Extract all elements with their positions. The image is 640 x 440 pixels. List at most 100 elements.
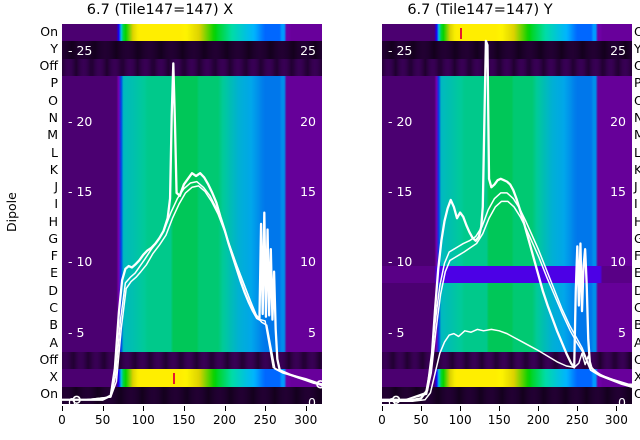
heat-row-j-9: [62, 179, 322, 198]
x-tick-250: [577, 406, 579, 411]
inner-ytick-right-0: 0: [308, 395, 316, 404]
curve-marker-0: [391, 395, 401, 404]
category-label-o-4: O: [634, 92, 640, 108]
x-tick-label-150: 150: [172, 413, 196, 427]
category-label-b-17: B: [634, 317, 640, 333]
category-label-a-18: A: [634, 334, 640, 350]
inner-ytick-right-20: 20: [300, 113, 316, 129]
category-label-on-21: On: [40, 386, 58, 402]
heat-row-m-6: [382, 127, 632, 146]
category-label-g-12: G: [634, 230, 640, 246]
heat-row-gradient: [382, 24, 632, 42]
inner-ytick-right-0: 0: [618, 395, 626, 404]
heat-row-gradient: [62, 248, 322, 267]
inner-ytick-right-10: 10: [300, 254, 316, 270]
category-label-k-8: K: [634, 161, 640, 177]
category-label-p-3: P: [50, 75, 58, 91]
heat-row-gradient: [62, 265, 322, 284]
curve-marker-1: [316, 380, 322, 389]
heat-row-gradient: [62, 334, 322, 353]
heat-row-l-7: [382, 144, 632, 163]
heat-row-a-18: [62, 334, 322, 353]
heat-row-c-16: [382, 300, 632, 319]
panel-x-title: 6.7 (Tile147=147) X: [86, 2, 234, 18]
heat-row-gradient: [62, 317, 322, 336]
heat-row-on-21: [382, 386, 632, 404]
heat-row-x-20: [382, 369, 632, 388]
category-label-l-7: L: [51, 144, 58, 160]
x-tick-50: [102, 406, 104, 411]
x-tick-200: [538, 406, 540, 411]
category-label-h-11: H: [634, 213, 640, 229]
heat-row-gradient: [62, 300, 322, 319]
curve-trace-2: [382, 192, 632, 401]
heat-row-on-0: [382, 24, 632, 42]
heat-row-off-2: [382, 58, 632, 77]
heat-row-gradient: [382, 265, 632, 284]
heat-row-p-3: [382, 75, 632, 94]
inner-ytick-left-10: - 10: [68, 254, 93, 270]
heat-row-off-19: [62, 352, 322, 371]
heat-row-gradient: [62, 162, 322, 181]
category-label-x-20: X: [49, 369, 58, 385]
x-tick-200: [224, 406, 226, 411]
red-marker-tick: [460, 27, 463, 39]
category-label-h-11: H: [48, 213, 58, 229]
curve-trace-3: [382, 200, 632, 401]
panel-y-title: 6.7 (Tile147=147) Y: [407, 2, 553, 18]
category-label-on-0: On: [40, 23, 58, 39]
inner-ytick-left-15: - 15: [388, 183, 413, 199]
category-label-off-2: Off: [634, 58, 640, 74]
category-label-f-13: F: [634, 248, 640, 264]
heat-row-gradient: [382, 334, 632, 353]
inner-ytick-left-15: - 15: [68, 183, 93, 199]
heat-row-gradient: [62, 352, 322, 371]
heat-row-gradient: [382, 162, 632, 181]
category-label-n-5: N: [48, 110, 58, 125]
heat-row-n-5: [382, 110, 632, 129]
category-label-c-16: C: [634, 300, 640, 315]
inner-ytick-right-10: 10: [610, 254, 626, 270]
inner-ytick-left-5: - 5: [388, 324, 405, 340]
inner-ytick-left-10: - 10: [388, 254, 413, 270]
category-label-e-14: E **: [634, 265, 640, 281]
heat-row-g-12: [62, 231, 322, 250]
heat-row-p-3: [62, 75, 322, 94]
heat-row-h-11: [62, 214, 322, 232]
inner-ytick-right-5: 5: [618, 324, 626, 340]
heat-row-o-4: [382, 93, 632, 111]
inner-ytick-left-0: 0: [388, 395, 396, 404]
heat-row-on-0: [62, 24, 322, 42]
heat-row-x-20: [62, 369, 322, 388]
heat-row-gradient: [382, 386, 632, 404]
heat-row-gradient: [62, 214, 322, 232]
heat-row-gradient: [62, 144, 322, 163]
category-label-c-16: C: [49, 300, 58, 315]
heat-row-gradient: [382, 144, 632, 163]
curve-trace-main: [382, 39, 632, 401]
heat-row-gradient: [62, 41, 322, 60]
heat-row-m-6: [62, 127, 322, 146]
heat-row-o-4: [62, 93, 322, 111]
category-label-i-10: I: [634, 196, 638, 212]
inner-ytick-right-15: 15: [610, 183, 626, 199]
x-tick-300: [305, 406, 307, 411]
category-label-y-1: Y: [634, 40, 640, 56]
category-label-j-9: J: [634, 179, 638, 195]
inner-ytick-left-25: - 25: [388, 43, 413, 59]
category-label-m-6: M: [634, 127, 640, 143]
heat-row-i-10: [62, 196, 322, 215]
heatmap-x: - 25 25 - 20 20 - 15 15 - 10 10 - 5 5 0 0: [62, 24, 322, 404]
heat-row-gradient: [62, 110, 322, 129]
category-label-off-19: Off: [634, 351, 640, 367]
heat-row-f-13: [62, 248, 322, 267]
heat-row-gradient: [382, 110, 632, 129]
category-label-e-14: E: [50, 265, 58, 281]
category-label-b-17: B: [49, 317, 58, 333]
panel-y: 6.7 (Tile147=147) Y - 25 25- 20 20- 15 15- …: [320, 0, 640, 440]
x-tick-label-250: 250: [253, 413, 277, 427]
x-tick-300: [616, 406, 618, 411]
heat-row-gradient: [62, 369, 322, 388]
heat-row-b-17: [62, 317, 322, 336]
